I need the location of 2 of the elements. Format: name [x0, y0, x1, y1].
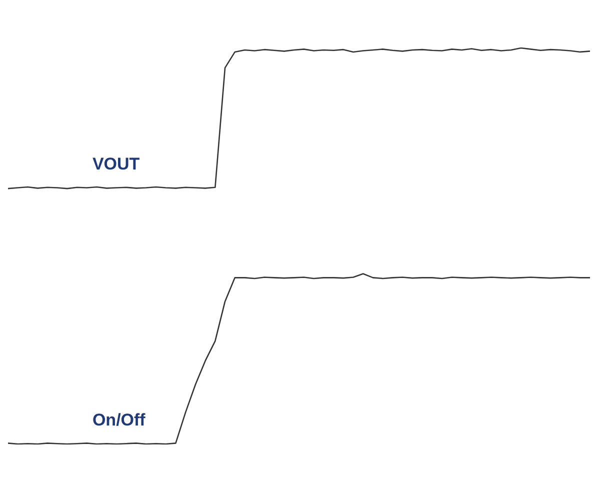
series-label: VOUT [92, 154, 140, 174]
series-label: On/Off [92, 410, 146, 430]
